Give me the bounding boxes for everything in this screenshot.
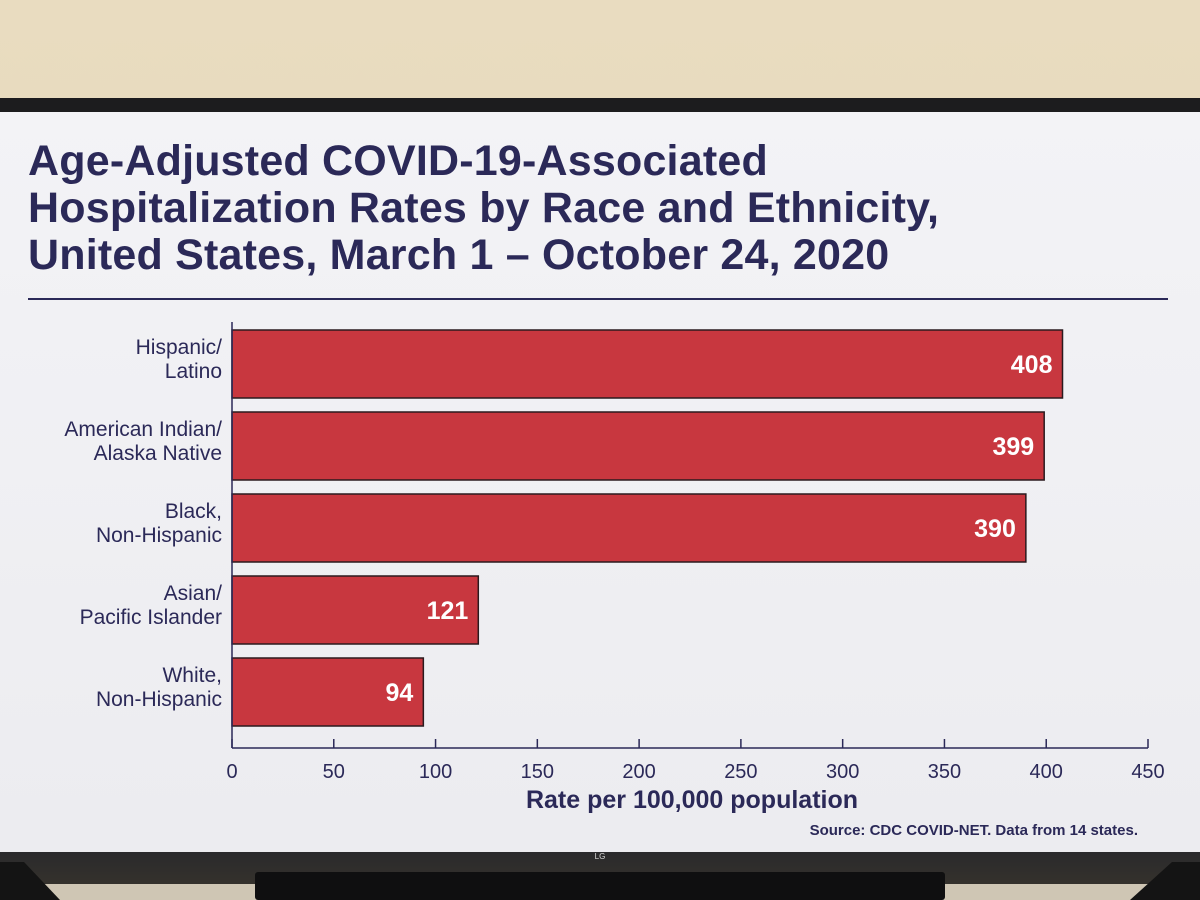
x-tick-label-1: 50 bbox=[323, 761, 345, 783]
bar-4 bbox=[231, 657, 425, 727]
x-tick-label-3: 150 bbox=[521, 761, 554, 783]
title-divider bbox=[28, 298, 1168, 300]
category-label-4: White, Non-Hispanic bbox=[96, 664, 222, 711]
bar-value-label-3: 121 bbox=[427, 597, 469, 625]
tv-screen bbox=[0, 112, 1200, 852]
category-label-0: Hispanic/Latino bbox=[136, 336, 223, 383]
soundbar bbox=[255, 872, 945, 900]
x-tick-label-8: 400 bbox=[1030, 761, 1063, 783]
category-label-line: Hispanic/ bbox=[136, 336, 223, 359]
category-label-line: Non-Hispanic bbox=[96, 524, 222, 547]
category-label-line: American Indian/ bbox=[64, 418, 222, 441]
bar-value-label-2: 390 bbox=[974, 515, 1016, 543]
bars-group: 408 399 390 121 94 bbox=[231, 329, 1064, 727]
category-label-line: Pacific Islander bbox=[80, 606, 222, 629]
chart-title: Age-Adjusted COVID-19-Associated Hospita… bbox=[28, 138, 1178, 279]
chart-title-line-1: Age-Adjusted COVID-19-Associated bbox=[28, 137, 768, 185]
tv-logo: LG bbox=[594, 852, 606, 861]
bar-1 bbox=[231, 411, 1045, 481]
x-tick-label-0: 0 bbox=[226, 761, 237, 783]
bar-0 bbox=[231, 329, 1064, 399]
bar-2 bbox=[231, 493, 1027, 563]
category-label-1: American Indian/Alaska Native bbox=[64, 418, 222, 465]
chart-title-line-3: United States, March 1 – October 24, 202… bbox=[28, 231, 890, 279]
x-tick-label-5: 250 bbox=[724, 761, 757, 783]
category-label-2: Black, Non-Hispanic bbox=[96, 500, 222, 547]
bar-value-label-0: 408 bbox=[1011, 351, 1053, 379]
source-note: Source: CDC COVID-NET. Data from 14 stat… bbox=[809, 822, 1138, 839]
bar-value-label-1: 399 bbox=[992, 433, 1034, 461]
x-axis: 0 50 100 150 200 250 300 350 400 450 bbox=[226, 322, 1165, 783]
x-tick-label-7: 350 bbox=[928, 761, 961, 783]
category-label-line: Non-Hispanic bbox=[96, 688, 222, 711]
x-tick-label-6: 300 bbox=[826, 761, 859, 783]
category-label-line: Alaska Native bbox=[94, 442, 222, 465]
chart-title-line-2: Hospitalization Rates by Race and Ethnic… bbox=[28, 184, 940, 232]
category-label-line: Black, bbox=[165, 500, 222, 523]
category-labels: Hispanic/Latino American Indian/Alaska Na… bbox=[64, 336, 222, 711]
bar-3 bbox=[231, 575, 480, 645]
category-label-line: Asian/ bbox=[164, 582, 223, 605]
x-tick-label-2: 100 bbox=[419, 761, 452, 783]
x-tick-label-4: 200 bbox=[622, 761, 655, 783]
category-label-3: Asian/Pacific Islander bbox=[80, 582, 223, 629]
category-label-line: White, bbox=[162, 664, 222, 687]
x-tick-label-9: 450 bbox=[1131, 761, 1164, 783]
x-axis-label: Rate per 100,000 population bbox=[526, 786, 858, 814]
category-label-line: Latino bbox=[165, 360, 222, 383]
bar-value-label-4: 94 bbox=[386, 679, 414, 707]
